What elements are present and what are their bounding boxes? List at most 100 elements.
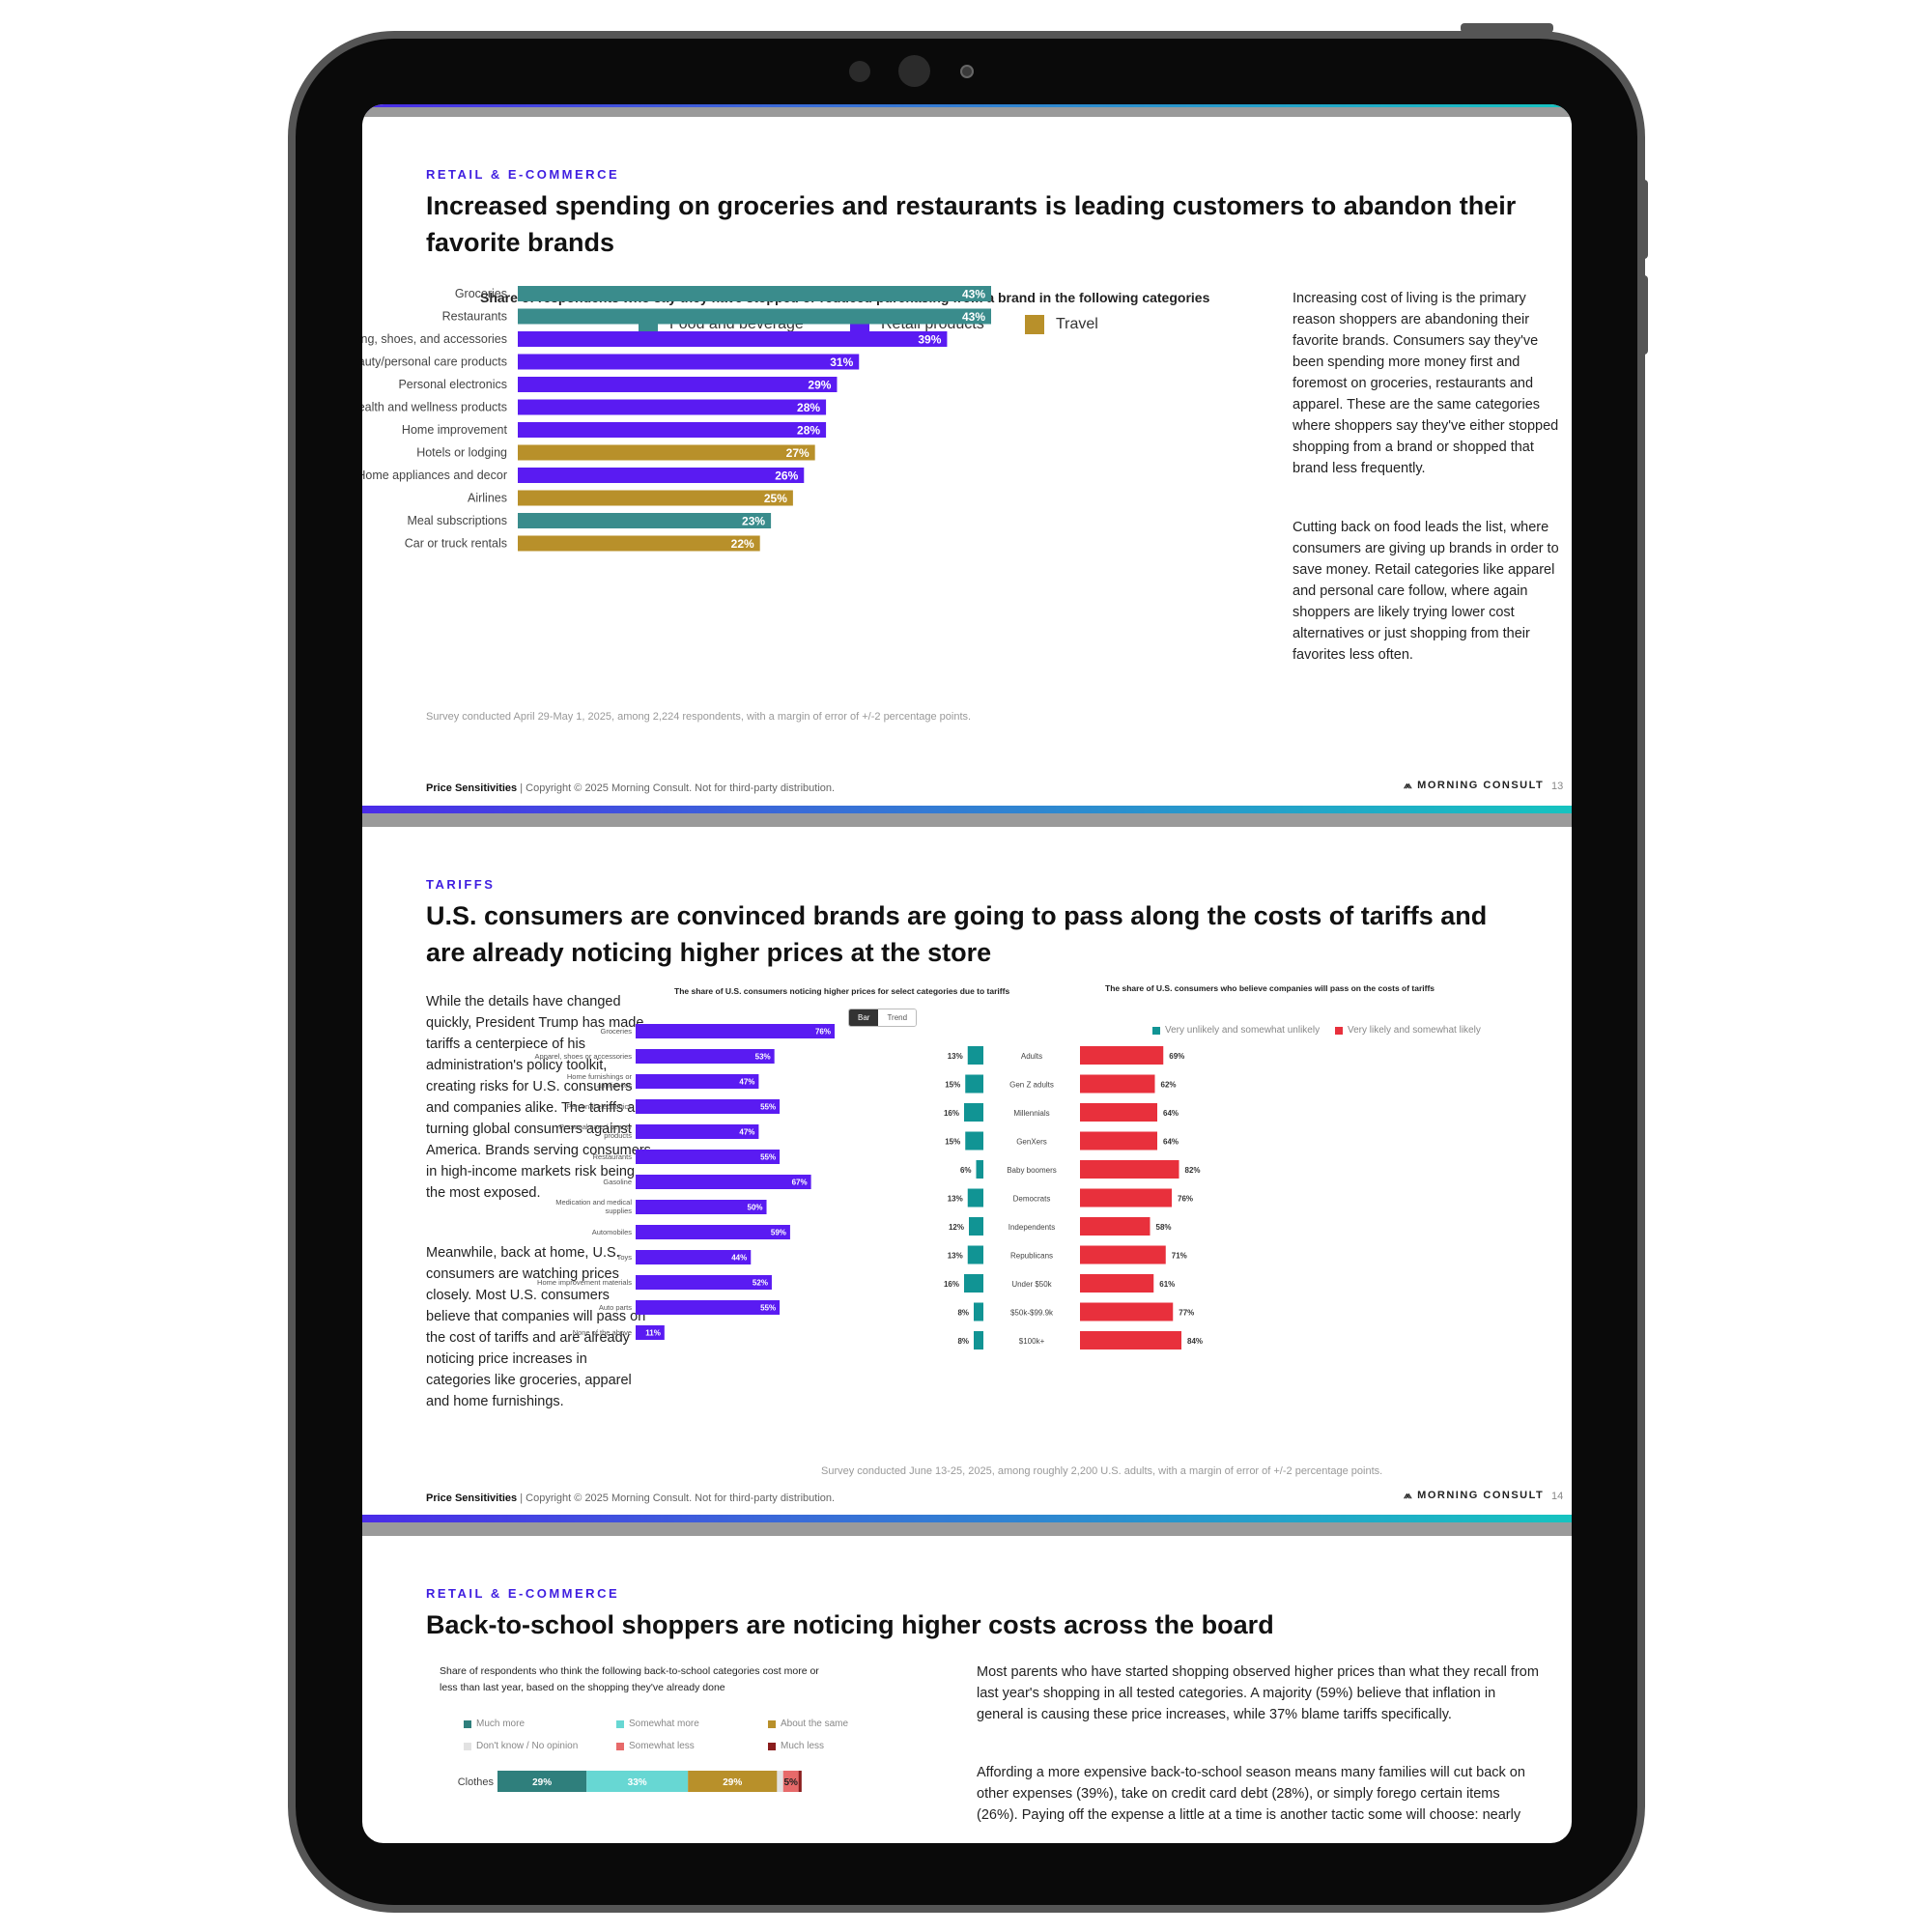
chart2-category-label: Medication and medical bbox=[555, 1198, 632, 1207]
chart3-category-label: Independents bbox=[1009, 1223, 1056, 1232]
chart4-title: Share of respondents who think the follo… bbox=[440, 1665, 819, 1693]
page13-kicker: RETAIL & E-COMMERCE bbox=[426, 167, 620, 182]
chart3-bar-unlikely bbox=[967, 1046, 983, 1065]
chart2-category-label: Home furnishings or bbox=[567, 1072, 633, 1081]
volume-up-button bbox=[1638, 180, 1648, 259]
page15-kicker: RETAIL & E-COMMERCE bbox=[426, 1586, 620, 1601]
chart2-value-label: 52% bbox=[753, 1279, 768, 1288]
chart1-category-label: Groceries bbox=[455, 287, 507, 300]
chart2-bar bbox=[636, 1175, 811, 1189]
chart2-bar bbox=[636, 1074, 759, 1089]
chart2-bar bbox=[636, 1300, 781, 1315]
chart1-bar bbox=[518, 308, 991, 325]
chart3-category-label: Republicans bbox=[1010, 1252, 1053, 1261]
toggle-bar-button[interactable]: Bar bbox=[849, 1009, 879, 1026]
chart3-bar-unlikely bbox=[964, 1274, 983, 1293]
chart2-category-label: Personal care / beauty bbox=[559, 1122, 632, 1131]
chart1-category-label: Health and wellness products bbox=[362, 401, 507, 414]
legend-swatch bbox=[464, 1742, 471, 1750]
chart3-value-label: 8% bbox=[957, 1309, 969, 1318]
page14-body-p1: While the details have changed quickly, P… bbox=[426, 994, 651, 1201]
chart3-value-label: 84% bbox=[1187, 1337, 1203, 1346]
chart1-value-label: 39% bbox=[918, 333, 941, 347]
chart3-value-label: 13% bbox=[948, 1252, 963, 1261]
chart2-value-label: 55% bbox=[760, 1304, 776, 1313]
chart3-bar-unlikely bbox=[965, 1074, 983, 1094]
page13-number: 13 bbox=[1551, 781, 1564, 792]
page14-kicker: TARIFFS bbox=[426, 877, 496, 892]
camera-icon bbox=[898, 55, 930, 87]
chart2-value-label: 47% bbox=[739, 1078, 754, 1087]
chart1-bar bbox=[518, 377, 838, 392]
chart3-value-label: 82% bbox=[1185, 1166, 1201, 1175]
page14-number: 14 bbox=[1551, 1491, 1564, 1502]
chart-view-toggle[interactable]: Bar Trend bbox=[848, 1009, 918, 1027]
chart3-value-label: 12% bbox=[949, 1223, 964, 1232]
page15-title: Back-to-school shoppers are noticing hig… bbox=[426, 1610, 1274, 1639]
volume-down-button bbox=[1638, 275, 1648, 355]
chart3-value-label: 58% bbox=[1156, 1223, 1172, 1232]
chart3-value-label: 15% bbox=[945, 1081, 960, 1090]
chart3-category-label: Adults bbox=[1021, 1052, 1042, 1061]
chart1-bar bbox=[518, 468, 805, 483]
chart1-category-label: Airlines bbox=[468, 492, 507, 505]
page14-title-line2: are already noticing higher prices at th… bbox=[426, 938, 992, 967]
chart2-bar bbox=[636, 1325, 665, 1340]
document-viewer[interactable]: RETAIL & E-COMMERCE Increased spending o… bbox=[362, 104, 1572, 1843]
chart3-value-label: 13% bbox=[948, 1195, 963, 1204]
chart1-value-label: 29% bbox=[808, 379, 831, 392]
chart2-bar bbox=[636, 1200, 767, 1214]
chart2-value-label: 67% bbox=[792, 1179, 808, 1187]
page13-title-line2: favorite brands bbox=[426, 228, 615, 257]
page-separator bbox=[362, 1522, 1572, 1536]
chart4-legend-item: Don't know / No opinion bbox=[464, 1741, 578, 1751]
page-bottom-accent bbox=[362, 806, 1572, 813]
chart3-bar-unlikely bbox=[974, 1302, 983, 1321]
chart3-bar-unlikely bbox=[974, 1331, 983, 1350]
chart2-category-label: None of the above bbox=[573, 1328, 632, 1337]
chart3-bar-unlikely bbox=[976, 1160, 983, 1179]
chart2-bar bbox=[636, 1049, 775, 1064]
chart1-category-label: Car or truck rentals bbox=[405, 537, 507, 551]
legend-swatch bbox=[768, 1742, 776, 1750]
chart4-value-label: 29% bbox=[723, 1777, 742, 1788]
page-bottom-accent bbox=[362, 1515, 1572, 1522]
legend-swatch bbox=[1025, 315, 1044, 334]
chart1-bar bbox=[518, 399, 827, 415]
chart4-segment bbox=[777, 1771, 783, 1792]
chart1-category-label: Meal subscriptions bbox=[407, 514, 507, 527]
chart3-bar-unlikely bbox=[965, 1131, 983, 1151]
chart3-bar-likely bbox=[1080, 1331, 1181, 1350]
chart2-category-label: products bbox=[604, 1131, 632, 1140]
chart3-value-label: 64% bbox=[1163, 1138, 1179, 1147]
toggle-trend-button[interactable]: Trend bbox=[878, 1009, 917, 1026]
chart3-bar-likely bbox=[1080, 1046, 1164, 1065]
chart2-category-label: supplies bbox=[605, 1207, 632, 1215]
chart3-value-label: 77% bbox=[1179, 1309, 1194, 1318]
chart3-category-label: $50k-$99.9k bbox=[1010, 1309, 1054, 1318]
chart1-category-label: Home appliances and decor bbox=[362, 469, 507, 482]
chart3-value-label: 64% bbox=[1163, 1109, 1179, 1118]
chart4-segment bbox=[798, 1771, 802, 1792]
chart2-title: The share of U.S. consumers noticing hig… bbox=[674, 986, 1010, 996]
chart1-category-label: Beauty/personal care products bbox=[362, 355, 507, 369]
chart2-category-label: appliances bbox=[597, 1081, 632, 1090]
chart1-value-label: 27% bbox=[786, 446, 810, 460]
legend-swatch bbox=[1152, 1026, 1160, 1035]
chart3-bar-likely bbox=[1080, 1245, 1166, 1264]
chart1-bar bbox=[518, 422, 827, 438]
chart4-segment bbox=[497, 1771, 587, 1792]
chart2-bar bbox=[636, 1275, 772, 1290]
chart4-segment bbox=[782, 1771, 799, 1792]
chart3-category-label: Millennials bbox=[1013, 1109, 1049, 1118]
chart1-value-label: 23% bbox=[742, 515, 765, 528]
chart1-value-label: 43% bbox=[962, 310, 985, 324]
chart1-bar bbox=[518, 535, 760, 552]
chart2-category-label: Toys bbox=[617, 1253, 633, 1262]
chart3-bar-unlikely bbox=[964, 1103, 983, 1122]
sensor-icon bbox=[849, 61, 870, 82]
legend-label: Travel bbox=[1056, 316, 1098, 332]
chart3-legend-item: Very unlikely and somewhat unlikely bbox=[1152, 1025, 1320, 1036]
page15-body-p2: Affording a more expensive back-to-schoo… bbox=[977, 1765, 1525, 1823]
chart3-value-label: 61% bbox=[1159, 1280, 1175, 1289]
